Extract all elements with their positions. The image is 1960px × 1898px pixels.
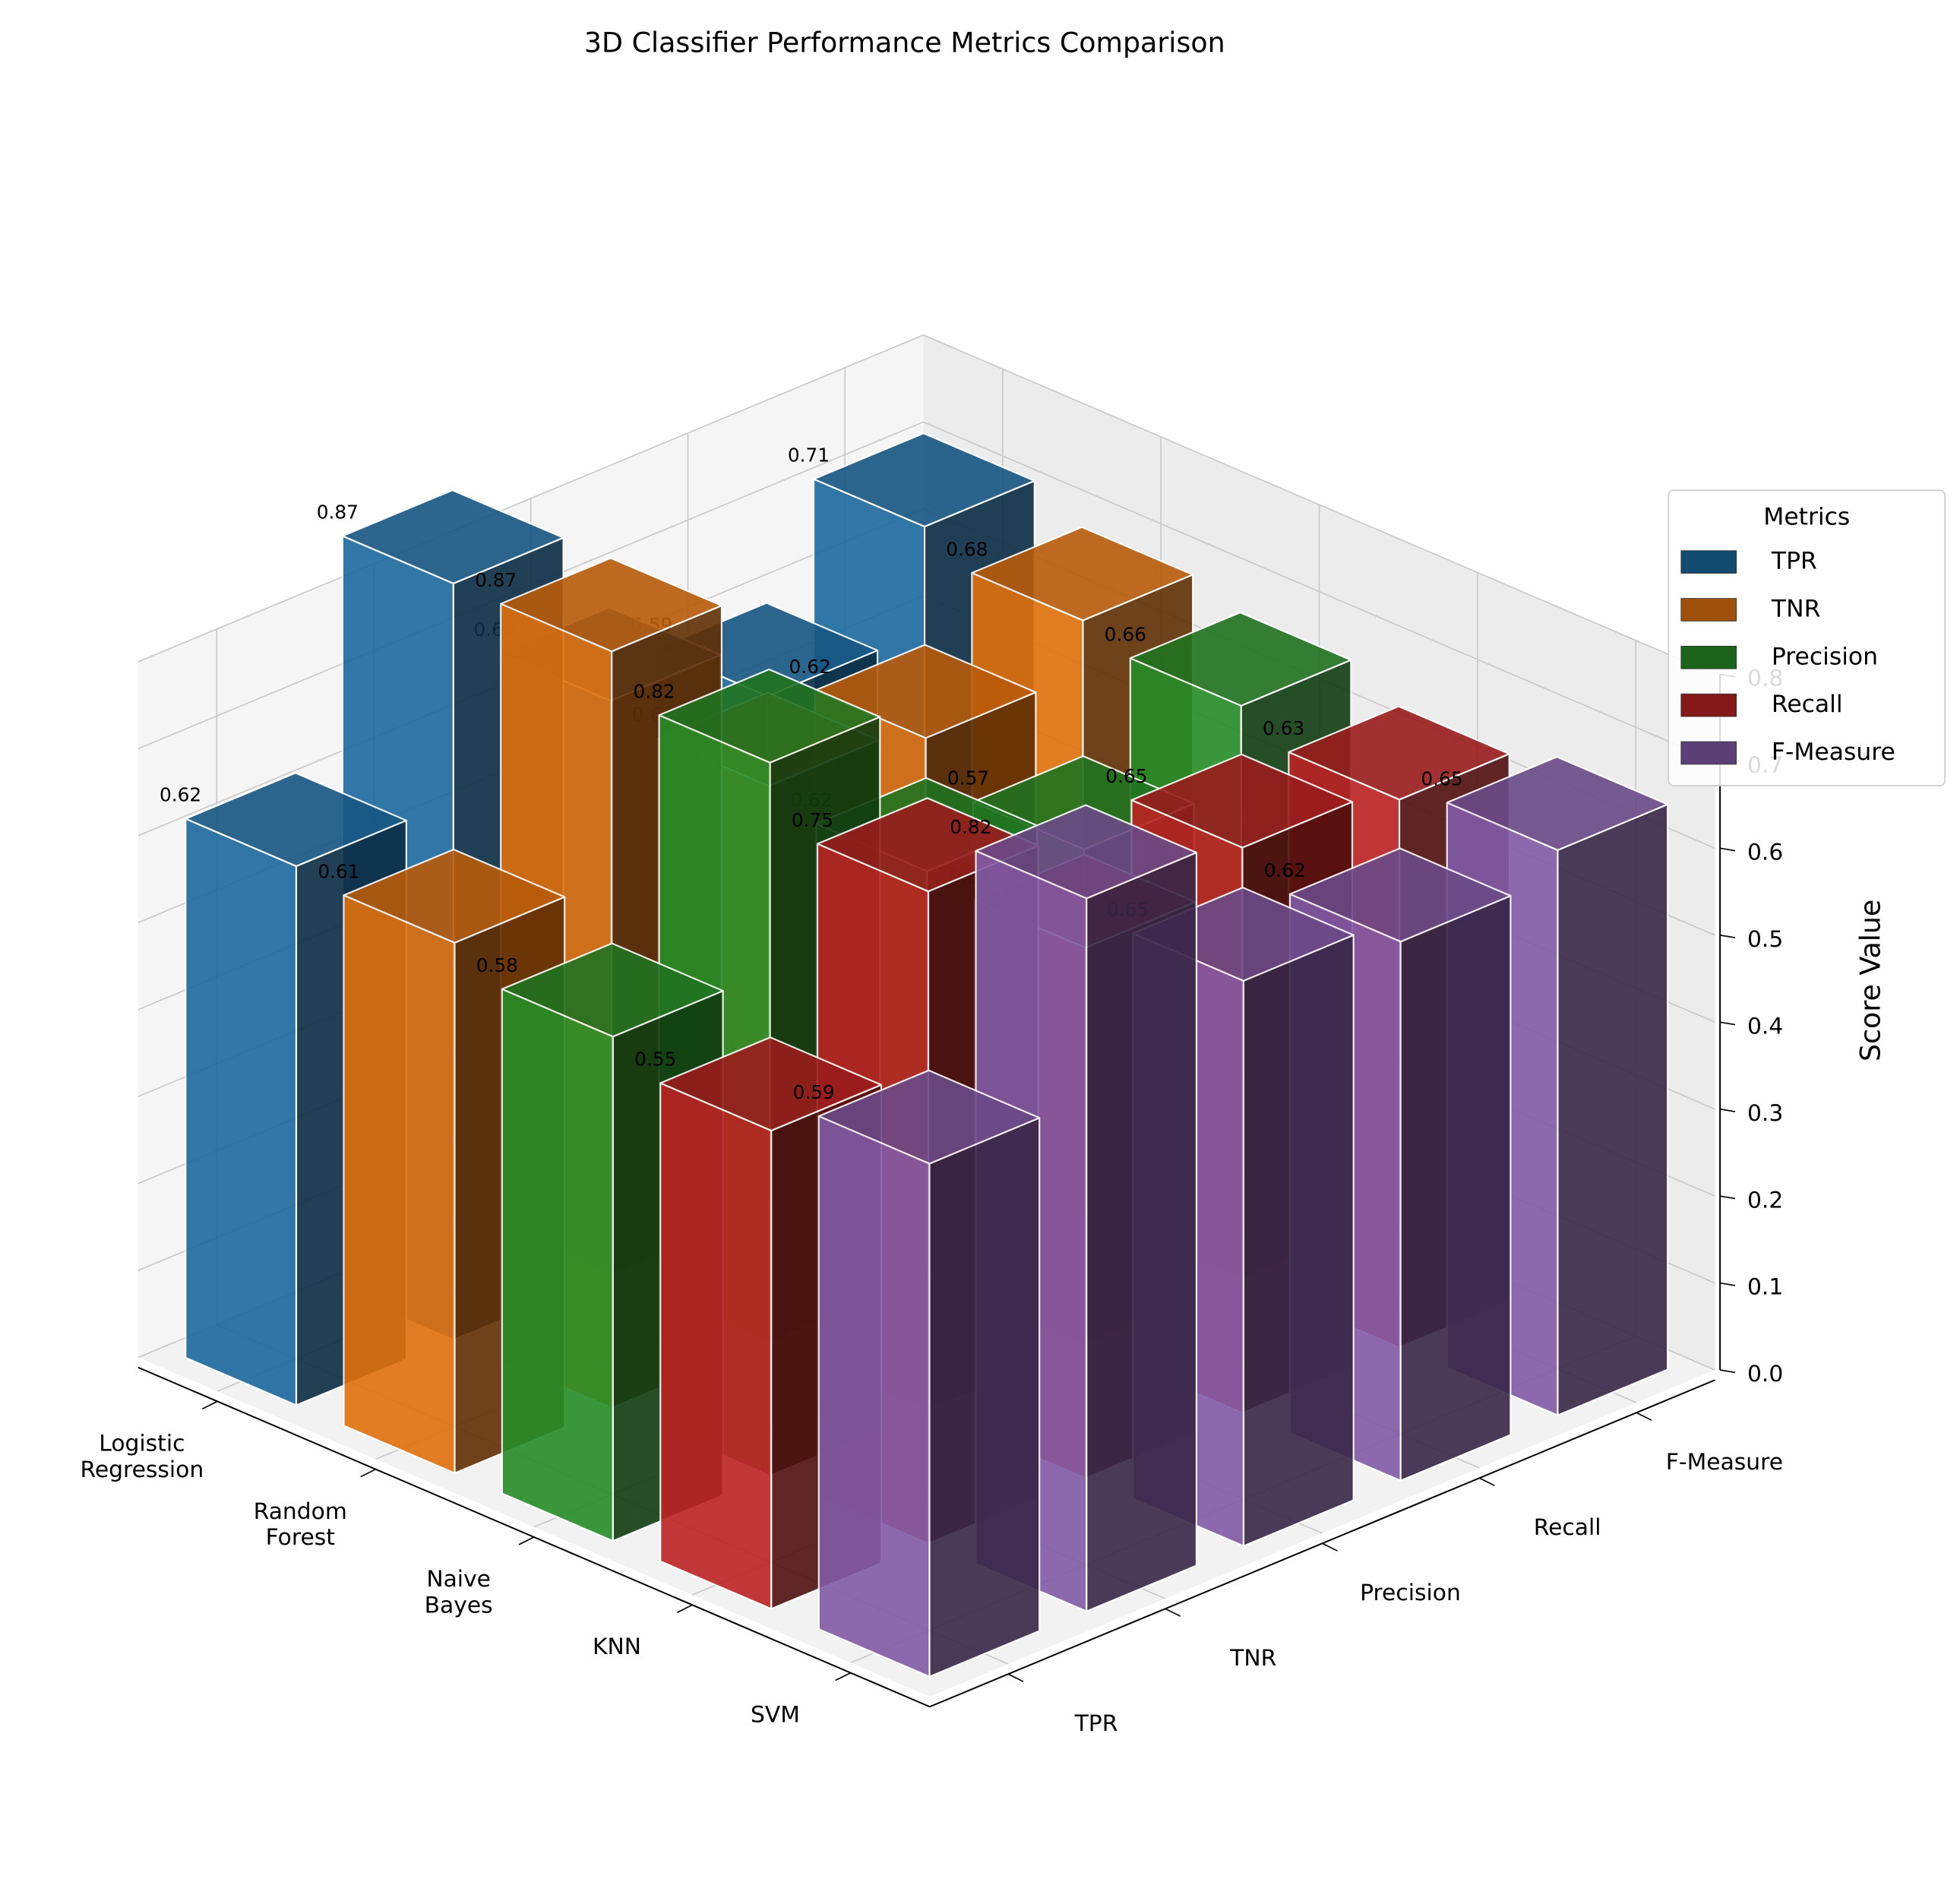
- x-tick-label: KNN: [593, 1634, 641, 1660]
- legend-swatch: [1680, 550, 1737, 574]
- data-label: 0.58: [476, 954, 518, 976]
- data-label: 0.59: [793, 1081, 835, 1103]
- data-label: 0.71: [788, 444, 830, 467]
- bar-face-front: [1557, 803, 1669, 1416]
- x-tick: [835, 1672, 852, 1681]
- data-label: 0.62: [789, 656, 831, 678]
- bar: [817, 1069, 1041, 1678]
- data-label: 0.55: [634, 1049, 676, 1071]
- z-tick-label: 0.1: [1747, 1274, 1783, 1301]
- z-tick-label: 0.4: [1747, 1013, 1783, 1039]
- z-tick: [1719, 934, 1736, 938]
- z-tick: [1719, 847, 1736, 852]
- x-tick: [677, 1604, 693, 1613]
- bar-face-top: [501, 942, 724, 1038]
- bar-face-front: [928, 1117, 1041, 1678]
- x-tick-label: SVM: [751, 1701, 800, 1728]
- legend-swatch: [1680, 693, 1737, 717]
- y-tick-label: TNR: [1229, 1645, 1276, 1672]
- bar-face-top: [1129, 612, 1352, 707]
- legend-box: [1668, 489, 1946, 786]
- z-axis-label: Score Value: [1854, 900, 1887, 1061]
- y-tick-label: F-Measure: [1666, 1449, 1783, 1476]
- y-tick: [1322, 1542, 1338, 1552]
- bar-face-top: [658, 668, 881, 764]
- z-tick: [1719, 1021, 1736, 1026]
- z-tick-label: 0.3: [1747, 1100, 1783, 1127]
- z-tick-label: 0.2: [1747, 1187, 1783, 1213]
- y-tick-label: Recall: [1534, 1514, 1601, 1541]
- data-label: 0.61: [318, 860, 359, 882]
- y-tick: [1165, 1608, 1181, 1617]
- legend-swatch: [1680, 598, 1737, 622]
- bar-face-top: [659, 1036, 883, 1132]
- data-label: 0.87: [317, 501, 359, 524]
- bar-face-side: [659, 1082, 773, 1610]
- z-tick-label: 0.5: [1747, 926, 1783, 953]
- data-label: 0.65: [1421, 768, 1462, 790]
- y-tick: [1479, 1477, 1495, 1486]
- bar-face-top: [814, 644, 1037, 739]
- bar-face-top: [971, 526, 1194, 622]
- data-label: 0.82: [950, 816, 991, 838]
- legend-label: TPR: [1771, 548, 1817, 575]
- bar-face-top: [343, 848, 566, 944]
- data-label: 0.65: [1105, 765, 1147, 787]
- y-tick-label: Precision: [1360, 1580, 1461, 1606]
- bar-face-top: [341, 489, 564, 584]
- chart-title: 3D Classifier Performance Metrics Compar…: [584, 27, 1225, 59]
- z-tick-label: 0.6: [1747, 839, 1783, 865]
- legend-title: Metrics: [1763, 504, 1850, 531]
- data-label: 0.75: [792, 809, 833, 831]
- x-tick: [360, 1468, 376, 1478]
- x-tick: [518, 1536, 535, 1545]
- bar-face-side: [185, 818, 298, 1406]
- data-label: 0.63: [1263, 717, 1304, 739]
- z-tick: [1719, 1195, 1736, 1200]
- legend-label: Precision: [1772, 643, 1878, 670]
- bar-face-top: [817, 1069, 1041, 1165]
- bar-face-top: [1288, 847, 1512, 943]
- bar-face-side: [343, 894, 456, 1474]
- bar-face-top: [1288, 705, 1510, 801]
- data-label: 0.57: [947, 767, 989, 789]
- bar-face-top: [185, 772, 407, 868]
- bar-face-top: [812, 432, 1035, 528]
- z-tick: [1719, 1108, 1736, 1112]
- x-tick-label: Random Forest: [254, 1498, 347, 1550]
- bar-face-side: [501, 988, 614, 1542]
- z-tick-label: 0.0: [1747, 1361, 1783, 1387]
- legend-label: TNR: [1771, 595, 1821, 622]
- data-label: 0.87: [475, 569, 517, 591]
- bar-face-side: [817, 1115, 931, 1678]
- data-label: 0.66: [1105, 623, 1146, 645]
- y-tick-label: TPR: [1074, 1710, 1118, 1737]
- z-tick: [1719, 1369, 1736, 1374]
- z-tick: [1719, 1282, 1736, 1286]
- bar-face-front: [1242, 934, 1355, 1547]
- y-tick: [1007, 1673, 1024, 1682]
- bar-face-front: [1399, 894, 1512, 1482]
- legend-label: Recall: [1772, 691, 1843, 718]
- x-tick: [201, 1400, 218, 1410]
- bar-face-top: [1130, 753, 1354, 849]
- x-tick-label: Naive Bayes: [425, 1566, 493, 1618]
- bar-face-top: [975, 804, 1198, 900]
- data-label: 0.62: [1264, 859, 1306, 881]
- bar-face-front: [1086, 852, 1198, 1612]
- data-label: 0.68: [946, 538, 988, 560]
- bar-face-top: [500, 557, 723, 653]
- legend-swatch: [1680, 646, 1737, 669]
- y-tick: [1636, 1412, 1652, 1421]
- legend-label: F-Measure: [1772, 739, 1895, 766]
- x-axis: [138, 1366, 931, 1708]
- data-label: 0.62: [160, 784, 201, 806]
- bar-face-top: [1446, 756, 1669, 851]
- legend-swatch: [1680, 741, 1737, 765]
- data-label: 0.82: [633, 680, 675, 702]
- x-tick-label: Logistic Regression: [81, 1430, 204, 1482]
